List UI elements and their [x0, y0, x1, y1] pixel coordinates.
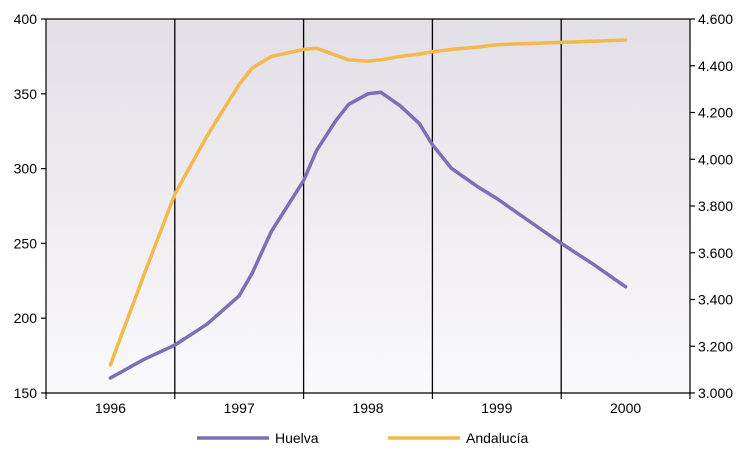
- legend-label-andaluc-a: Andalucía: [466, 430, 528, 446]
- legend: Huelva Andalucía: [197, 430, 528, 446]
- left-axis-tick-label: 250: [14, 235, 38, 251]
- x-axis-tick-label: 2000: [610, 400, 641, 416]
- left-axis-tick-label: 350: [14, 86, 38, 102]
- series-lines: [108, 38, 628, 380]
- right-axis-tick-label: 3.200: [698, 338, 733, 354]
- right-axis-tick-label: 3.600: [698, 245, 733, 261]
- plot-area: [46, 19, 690, 393]
- legend-label-huelva: Huelva: [275, 430, 319, 446]
- right-axis-tick-label: 3.400: [698, 292, 733, 308]
- right-axis-tick-label: 4.200: [698, 105, 733, 121]
- x-axis-tick-label: 1996: [95, 400, 126, 416]
- left-axis-tick-label: 200: [14, 310, 38, 326]
- right-axis-tick-labels: 3.000 3.200 3.400 3.600 3.800 4.000 4.200 4.400…: [690, 11, 733, 401]
- left-axis-tick-labels: 150 200 250 300 350 400: [14, 11, 46, 401]
- series-line-andaluc-a: [108, 38, 628, 367]
- left-axis-tick-label: 150: [14, 385, 38, 401]
- x-axis-tick-labels: 1996 1997 1998 1999 2000: [45, 393, 691, 416]
- right-axis-tick-label: 3.800: [698, 198, 733, 214]
- right-axis-tick-label: 3.000: [698, 385, 733, 401]
- left-axis-tick-label: 300: [14, 161, 38, 177]
- x-axis-tick-label: 1997: [224, 400, 255, 416]
- x-axis-tick-label: 1999: [481, 400, 512, 416]
- left-axis-tick-label: 400: [14, 11, 38, 27]
- right-axis-tick-label: 4.600: [698, 11, 733, 27]
- series-line-huelva: [108, 90, 628, 380]
- right-axis-tick-label: 4.400: [698, 58, 733, 74]
- x-axis-tick-label: 1998: [352, 400, 383, 416]
- vertical-gridlines: [174, 19, 562, 393]
- right-axis-tick-label: 4.000: [698, 151, 733, 167]
